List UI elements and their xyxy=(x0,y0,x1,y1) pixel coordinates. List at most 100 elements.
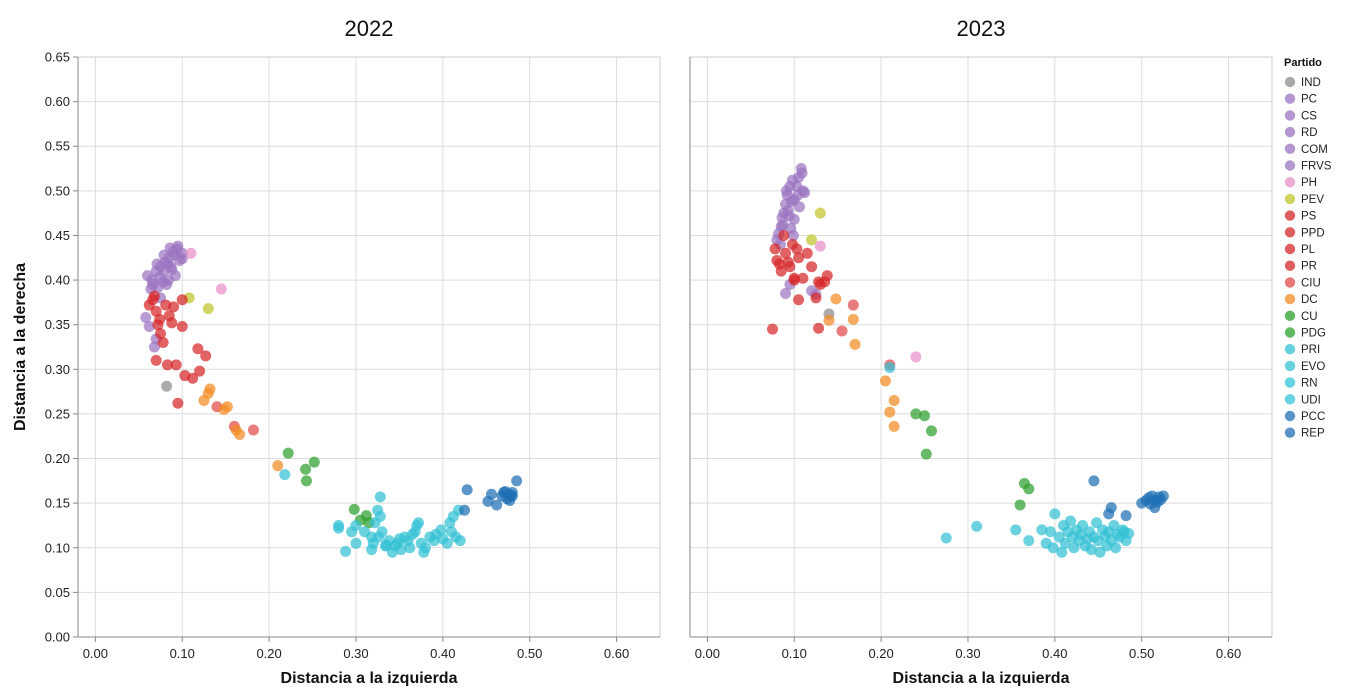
data-point-udi xyxy=(404,542,416,554)
data-point-dc xyxy=(272,460,284,472)
legend-label-pr: PR xyxy=(1301,261,1317,273)
data-point-pcc xyxy=(511,475,523,487)
x-tick-label: 0.60 xyxy=(1216,646,1241,661)
data-point-ciu xyxy=(847,299,859,311)
legend-marker-com xyxy=(1284,143,1296,154)
data-point-cu xyxy=(308,456,320,468)
legend-label-ind: IND xyxy=(1301,77,1321,89)
data-point-pl xyxy=(788,274,800,286)
legend-label-com: COM xyxy=(1301,144,1328,156)
x-tick-label: 0.60 xyxy=(604,646,629,661)
data-point-ppd xyxy=(778,229,790,241)
data-point-rep xyxy=(1088,475,1100,487)
data-point-pri xyxy=(1010,524,1022,536)
data-point-pcc xyxy=(491,499,503,511)
data-point-frvs xyxy=(787,229,799,241)
data-point-rep xyxy=(1149,502,1161,514)
data-point-pri xyxy=(971,520,983,532)
data-point-pcc xyxy=(485,488,497,500)
data-point-rep xyxy=(459,504,471,516)
data-point-cs xyxy=(796,167,808,179)
data-point-cu xyxy=(910,408,922,420)
y-tick-label: 0.15 xyxy=(45,496,70,511)
y-tick-label: 0.65 xyxy=(45,50,70,65)
data-point-cs xyxy=(793,201,805,213)
legend-marker-ps xyxy=(1284,210,1296,221)
x-tick-label: 0.50 xyxy=(517,646,542,661)
data-point-cu xyxy=(282,447,294,459)
data-point-pri xyxy=(374,491,386,503)
data-point-evo xyxy=(1049,508,1061,520)
data-point-cs xyxy=(791,180,803,192)
data-point-pdg xyxy=(300,475,312,487)
data-point-pri xyxy=(940,532,952,544)
data-point-dc xyxy=(830,293,842,305)
y-tick-label: 0.10 xyxy=(45,540,70,555)
legend-label-rn: RN xyxy=(1301,378,1318,390)
legend-marker-rn xyxy=(1284,377,1296,388)
data-point-pev xyxy=(202,303,214,315)
data-point-pr xyxy=(821,270,833,282)
data-point-udi xyxy=(366,544,378,556)
data-point-ppd xyxy=(769,243,781,255)
data-point-frvs xyxy=(783,210,795,222)
data-point-udi xyxy=(435,524,447,536)
data-point-evo xyxy=(1047,542,1059,554)
data-point-pr xyxy=(172,397,184,409)
y-tick-label: 0.55 xyxy=(45,139,70,154)
x-tick-label: 0.30 xyxy=(343,646,368,661)
data-point-rn xyxy=(1085,544,1097,556)
x-tick-label: 0.20 xyxy=(868,646,893,661)
data-point-frvs xyxy=(151,258,163,270)
data-point-rn xyxy=(374,511,386,523)
data-point-udi xyxy=(1123,527,1135,539)
data-point-ppd xyxy=(166,317,178,329)
data-point-dc xyxy=(204,383,216,395)
data-point-pdg xyxy=(348,503,360,515)
data-point-evo xyxy=(1044,526,1056,538)
data-point-ps xyxy=(155,328,167,340)
data-point-ciu xyxy=(247,424,259,436)
x-tick-label: 0.50 xyxy=(1129,646,1154,661)
data-point-com xyxy=(780,185,792,197)
legend-marker-ph xyxy=(1284,177,1296,188)
data-point-udi xyxy=(454,535,466,547)
legend-label-ppd: PPD xyxy=(1301,227,1325,239)
x-tick-label: 0.10 xyxy=(170,646,195,661)
y-tick-label: 0.20 xyxy=(45,451,70,466)
legend-marker-dc xyxy=(1284,293,1296,305)
data-point-pl xyxy=(176,320,188,332)
data-point-ppd xyxy=(782,256,794,268)
legend-marker-pri xyxy=(1284,344,1296,355)
legend-label-rep: REP xyxy=(1301,428,1325,440)
legend-marker-pev xyxy=(1284,193,1296,205)
data-point-pri xyxy=(279,469,291,481)
data-point-ppd xyxy=(147,294,159,306)
legend-marker-cs xyxy=(1284,110,1296,121)
data-point-pl xyxy=(150,354,162,366)
data-point-dc xyxy=(221,401,233,413)
legend-label-udi: UDI xyxy=(1301,394,1321,406)
data-point-rep xyxy=(506,490,518,502)
data-point-pl xyxy=(793,294,805,306)
data-point-dc xyxy=(849,338,861,350)
data-point-pcc xyxy=(1157,490,1169,502)
data-point-pri xyxy=(884,362,896,374)
data-point-pr xyxy=(187,372,199,384)
legend-marker-ind xyxy=(1284,76,1296,88)
legend-marker-ciu xyxy=(1284,277,1296,288)
data-point-pdg xyxy=(1023,483,1035,495)
legend-label-ph: PH xyxy=(1301,177,1317,189)
data-point-ps xyxy=(780,247,792,259)
x-axis-title: Distancia a la izquierda xyxy=(281,670,458,686)
legend-marker-pr xyxy=(1284,260,1296,271)
data-point-pl xyxy=(810,292,822,304)
data-point-frvs xyxy=(777,219,789,231)
data-point-rep xyxy=(1105,502,1117,514)
data-point-pr xyxy=(192,343,204,355)
data-point-evo xyxy=(1056,546,1068,558)
legend-label-frvs: FRVS xyxy=(1301,161,1332,173)
legend-marker-pdg xyxy=(1284,327,1296,338)
legend-label-evo: EVO xyxy=(1301,361,1325,373)
